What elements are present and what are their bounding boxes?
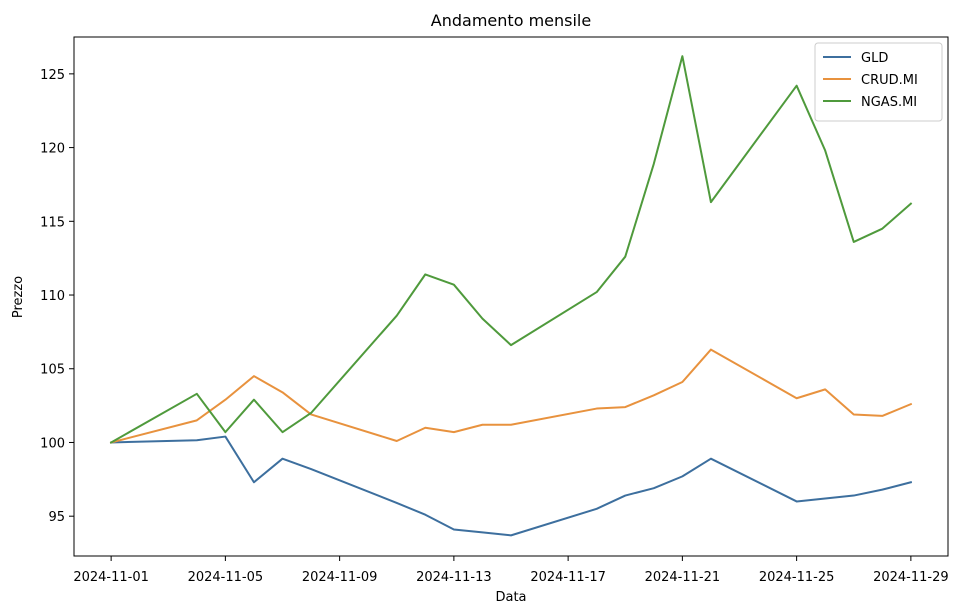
y-tick-label: 95	[48, 510, 65, 525]
y-tick-label: 125	[40, 68, 65, 83]
legend-entry-label: GLD	[861, 51, 888, 66]
x-tick-label: 2024-11-01	[73, 570, 149, 585]
x-tick-label: 2024-11-29	[873, 570, 949, 585]
legend-entry-label: CRUD.MI	[861, 73, 918, 88]
x-tick-label: 2024-11-25	[759, 570, 835, 585]
y-axis-label: Prezzo	[11, 276, 26, 318]
y-tick-label: 120	[40, 142, 65, 157]
x-axis: 2024-11-01 2024-11-05 2024-11-09 2024-11-13…	[73, 556, 949, 585]
y-tick-label: 105	[40, 363, 65, 378]
y-tick-label: 100	[40, 436, 65, 451]
legend: GLD CRUD.MI NGAS.MI	[814, 42, 943, 122]
x-axis-label: Data	[495, 590, 526, 605]
y-tick-label: 110	[40, 289, 65, 304]
x-tick-label: 2024-11-17	[530, 570, 606, 585]
series-line-crud-mi	[109, 348, 913, 444]
plot-area	[109, 55, 913, 537]
plot-frame	[73, 36, 949, 557]
series-line-ngas-mi	[109, 55, 913, 444]
legend-entry-label: NGAS.MI	[861, 95, 917, 110]
x-tick-label: 2024-11-13	[416, 570, 492, 585]
x-tick-label: 2024-11-05	[188, 570, 264, 585]
x-tick-label: 2024-11-21	[645, 570, 721, 585]
series-line-gld	[110, 435, 913, 537]
chart-title: Andamento mensile	[431, 11, 591, 30]
y-tick-label: 115	[40, 215, 65, 230]
x-tick-label: 2024-11-09	[302, 570, 378, 585]
y-axis: 95 100 105 110 115 120 125	[40, 68, 74, 525]
